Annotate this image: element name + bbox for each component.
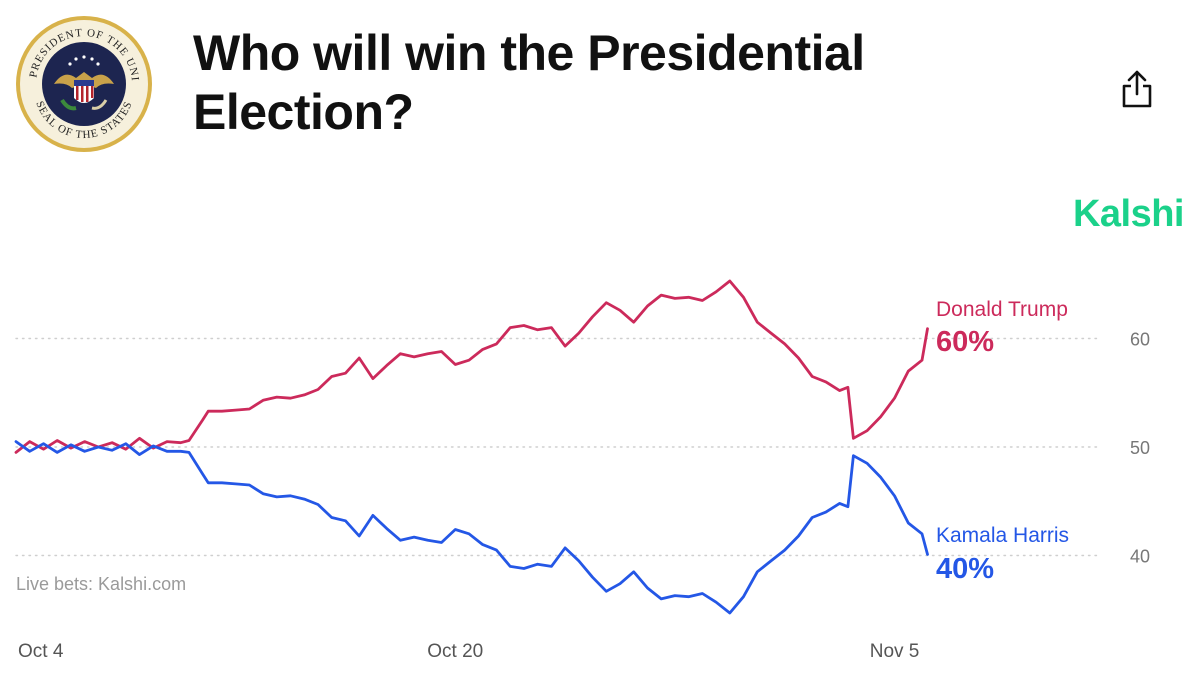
- x-axis-ticks: Oct 4 Oct 20 Nov 5: [18, 641, 919, 662]
- trump-series-name: Donald Trump: [936, 298, 1068, 321]
- grid-lines: [15, 337, 1099, 557]
- harris-series-value: 40%: [936, 553, 994, 585]
- trump-series-value: 60%: [936, 326, 994, 358]
- trump-line: [14, 279, 929, 454]
- x-tick-label-2: Nov 5: [870, 641, 920, 662]
- source-note: Live bets: Kalshi.com: [16, 574, 186, 594]
- presidential-seal-icon: THE PRESIDENT OF THE UNITED SEAL OF THE …: [14, 14, 152, 152]
- harris-series-name: Kamala Harris: [936, 524, 1069, 547]
- series-lines: [14, 279, 929, 615]
- y-axis-ticks: 40 50 60: [1130, 330, 1150, 567]
- y-tick-label-50: 50: [1130, 438, 1150, 458]
- kalshi-logo: Kalshi: [1072, 193, 1185, 235]
- x-tick-label-0: Oct 4: [18, 641, 64, 662]
- page-title: Who will win the Presidential Election?: [193, 25, 865, 140]
- harris-line: [14, 440, 929, 615]
- share-icon[interactable]: [1117, 68, 1157, 110]
- x-tick-label-1: Oct 20: [427, 641, 483, 662]
- y-tick-label-40: 40: [1130, 547, 1150, 567]
- y-tick-label-60: 60: [1130, 330, 1150, 350]
